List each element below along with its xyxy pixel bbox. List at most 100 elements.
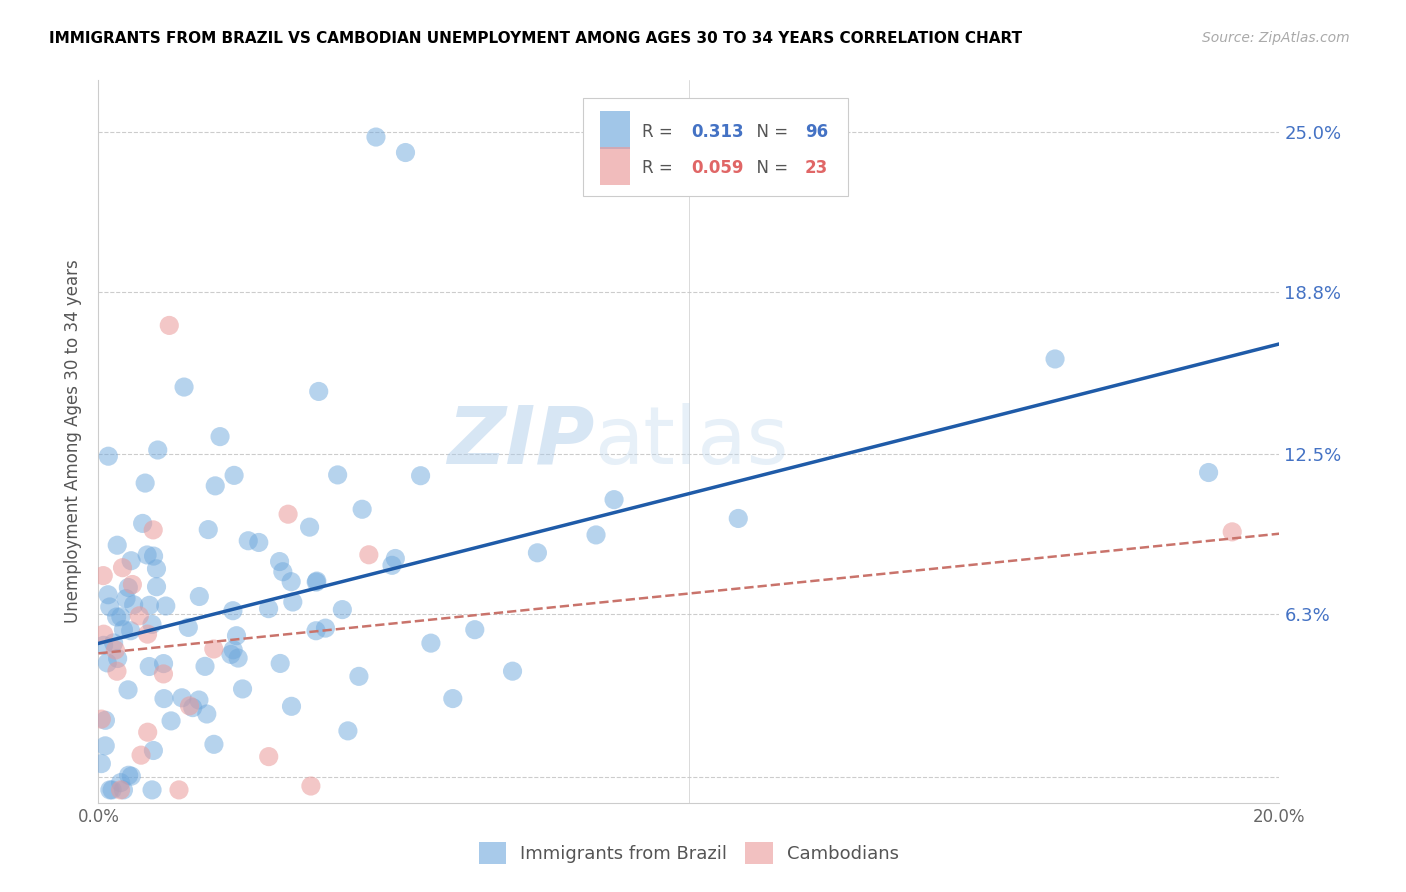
- Point: [94, 714, 117, 728]
- Point: [134, 476, 156, 491]
- Point: [122, 598, 145, 612]
- FancyBboxPatch shape: [600, 112, 630, 149]
- Point: [179, 698, 201, 713]
- Point: [727, 511, 749, 525]
- Point: [160, 714, 183, 728]
- Point: [194, 659, 217, 673]
- Point: [142, 549, 165, 563]
- Point: [98, 599, 121, 614]
- Point: [281, 595, 304, 609]
- Point: [110, 783, 132, 797]
- Point: [110, 609, 132, 624]
- Point: [232, 681, 254, 696]
- Point: [117, 581, 139, 595]
- Point: [181, 700, 204, 714]
- Text: 23: 23: [804, 160, 828, 178]
- Point: [136, 548, 159, 562]
- Point: [330, 602, 353, 616]
- Point: [145, 562, 167, 576]
- Point: [269, 657, 291, 671]
- Point: [441, 691, 464, 706]
- Point: [384, 551, 406, 566]
- Text: IMMIGRANTS FROM BRAZIL VS CAMBODIAN UNEMPLOYMENT AMONG AGES 30 TO 34 YEARS CORRE: IMMIGRANTS FROM BRAZIL VS CAMBODIAN UNEM…: [49, 31, 1022, 46]
- Point: [141, 783, 163, 797]
- Point: [271, 565, 294, 579]
- Point: [314, 621, 336, 635]
- Point: [153, 691, 176, 706]
- Point: [101, 783, 124, 797]
- Point: [269, 555, 291, 569]
- Point: [502, 664, 524, 678]
- Point: [98, 783, 121, 797]
- Point: [277, 507, 299, 521]
- Point: [107, 651, 129, 665]
- Point: [238, 533, 260, 548]
- Point: [305, 575, 328, 590]
- Point: [202, 642, 225, 657]
- Point: [394, 145, 416, 160]
- Text: N =: N =: [745, 123, 793, 141]
- Point: [257, 601, 280, 615]
- FancyBboxPatch shape: [600, 147, 630, 185]
- Point: [167, 783, 190, 797]
- Point: [209, 429, 232, 443]
- Point: [280, 699, 302, 714]
- Point: [131, 516, 153, 531]
- Y-axis label: Unemployment Among Ages 30 to 34 years: Unemployment Among Ages 30 to 34 years: [65, 260, 83, 624]
- Point: [299, 779, 322, 793]
- Point: [105, 610, 128, 624]
- Point: [155, 599, 177, 613]
- Point: [117, 768, 139, 782]
- Point: [170, 690, 193, 705]
- Point: [97, 588, 120, 602]
- Point: [112, 783, 135, 797]
- Point: [110, 775, 132, 789]
- Text: R =: R =: [641, 160, 678, 178]
- Text: ZIP: ZIP: [447, 402, 595, 481]
- Point: [112, 623, 135, 637]
- Point: [120, 624, 142, 638]
- Point: [173, 380, 195, 394]
- Point: [120, 554, 142, 568]
- Point: [464, 623, 486, 637]
- Point: [157, 318, 180, 333]
- Point: [152, 667, 174, 681]
- Point: [142, 523, 165, 537]
- Text: 96: 96: [804, 123, 828, 141]
- Point: [1043, 351, 1066, 366]
- Text: 0.059: 0.059: [692, 160, 744, 178]
- Point: [105, 665, 128, 679]
- Point: [280, 574, 302, 589]
- Point: [336, 723, 359, 738]
- Point: [145, 580, 167, 594]
- Point: [103, 636, 125, 650]
- Legend: Immigrants from Brazil, Cambodians: Immigrants from Brazil, Cambodians: [470, 833, 908, 873]
- Point: [409, 468, 432, 483]
- Point: [138, 659, 160, 673]
- Point: [136, 627, 159, 641]
- Point: [526, 546, 548, 560]
- Text: R =: R =: [641, 123, 678, 141]
- Text: atlas: atlas: [595, 402, 789, 481]
- Point: [222, 604, 245, 618]
- Point: [347, 669, 370, 683]
- Point: [105, 538, 128, 552]
- Text: 0.313: 0.313: [692, 123, 744, 141]
- Point: [225, 629, 247, 643]
- Point: [93, 638, 115, 652]
- Point: [195, 706, 218, 721]
- Point: [326, 467, 349, 482]
- Point: [224, 468, 246, 483]
- Point: [257, 749, 280, 764]
- Point: [187, 693, 209, 707]
- Point: [97, 449, 120, 463]
- Point: [1220, 524, 1243, 539]
- Point: [603, 492, 626, 507]
- Point: [128, 608, 150, 623]
- Point: [115, 591, 138, 606]
- Point: [141, 617, 163, 632]
- FancyBboxPatch shape: [582, 98, 848, 196]
- Point: [94, 739, 117, 753]
- Text: Source: ZipAtlas.com: Source: ZipAtlas.com: [1202, 31, 1350, 45]
- Point: [121, 577, 143, 591]
